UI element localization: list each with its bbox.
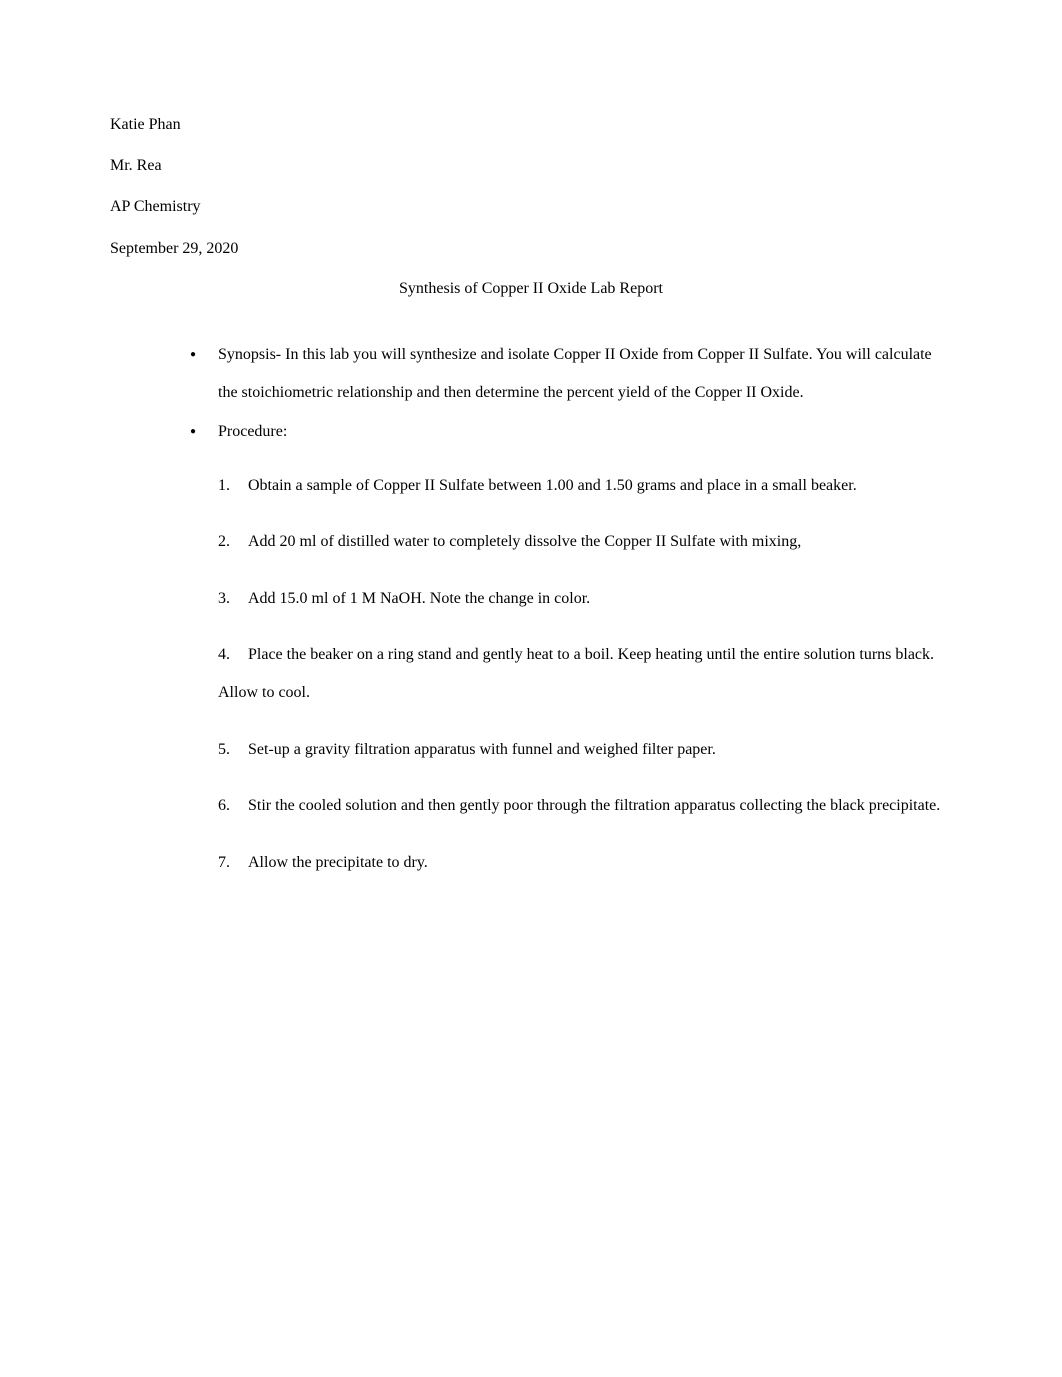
step-text: Place the beaker on a ring stand and gen… — [218, 646, 934, 701]
step-text: Obtain a sample of Copper II Sulfate bet… — [248, 477, 857, 494]
procedure-label: Procedure: — [218, 423, 287, 440]
step-number: 7. — [218, 854, 248, 871]
step-number: 5. — [218, 741, 248, 758]
procedure-steps: 1.Obtain a sample of Copper II Sulfate b… — [110, 467, 952, 882]
date-line: September 29, 2020 — [110, 239, 952, 258]
bullet-list: Synopsis- In this lab you will synthesiz… — [110, 336, 952, 451]
procedure-bullet: Procedure: — [190, 413, 952, 451]
step-number: 3. — [218, 590, 248, 607]
step-item: 2.Add 20 ml of distilled water to comple… — [218, 523, 952, 561]
document-title: Synthesis of Copper II Oxide Lab Report — [110, 280, 952, 298]
step-item: 7.Allow the precipitate to dry. — [218, 844, 952, 882]
step-item: 3.Add 15.0 ml of 1 M NaOH. Note the chan… — [218, 580, 952, 618]
synopsis-bullet: Synopsis- In this lab you will synthesiz… — [190, 336, 952, 413]
step-number: 2. — [218, 533, 248, 550]
step-item: 1.Obtain a sample of Copper II Sulfate b… — [218, 467, 952, 505]
step-item: 5.Set-up a gravity filtration apparatus … — [218, 731, 952, 769]
step-item: 4.Place the beaker on a ring stand and g… — [218, 636, 952, 713]
step-text: Add 15.0 ml of 1 M NaOH. Note the change… — [248, 590, 590, 607]
step-text: Add 20 ml of distilled water to complete… — [248, 533, 801, 550]
step-item: 6.Stir the cooled solution and then gent… — [218, 787, 952, 825]
step-text: Stir the cooled solution and then gently… — [248, 797, 940, 814]
author-name: Katie Phan — [110, 115, 952, 134]
step-number: 1. — [218, 477, 248, 494]
course-name: AP Chemistry — [110, 197, 952, 216]
step-text: Allow the precipitate to dry. — [248, 854, 428, 871]
step-number: 4. — [218, 646, 248, 663]
synopsis-label: Synopsis- — [218, 346, 285, 363]
synopsis-text: In this lab you will synthesize and isol… — [218, 346, 932, 401]
step-text: Set-up a gravity filtration apparatus wi… — [248, 741, 716, 758]
teacher-name: Mr. Rea — [110, 156, 952, 175]
step-number: 6. — [218, 797, 248, 814]
